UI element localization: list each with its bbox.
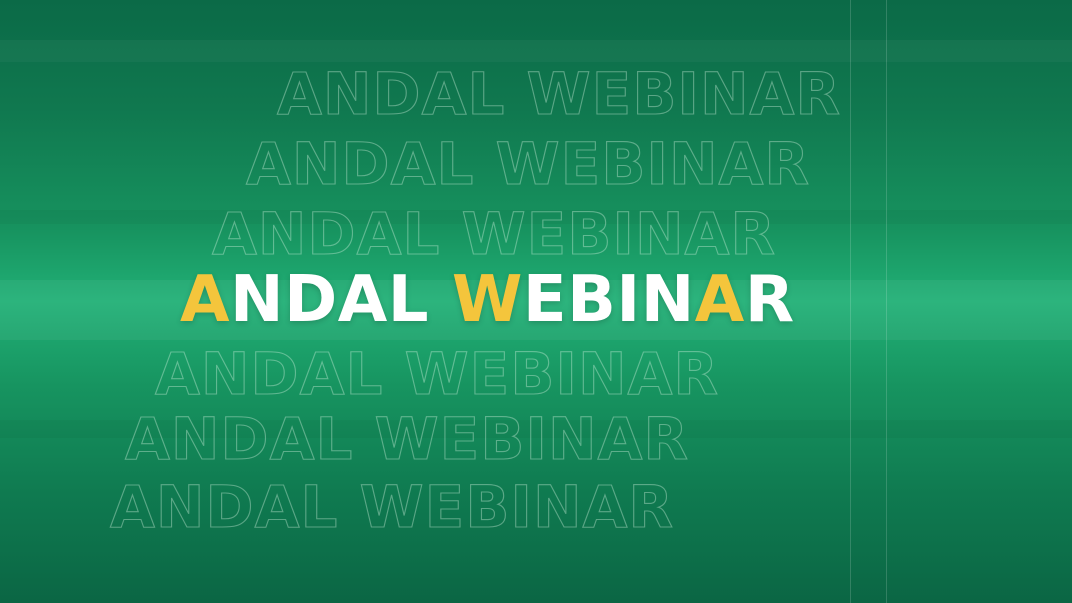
vertical-guide-line — [886, 0, 887, 603]
title-segment: A — [180, 263, 231, 337]
outline-title-row: ANDAL WEBINAR — [276, 60, 842, 128]
outline-title-row: ANDAL WEBINAR — [154, 340, 720, 408]
outline-title-row: ANDAL WEBINAR — [109, 473, 675, 541]
title-segment: W — [451, 263, 523, 337]
title-segment: EBIN — [522, 263, 695, 337]
title-segment: A — [694, 263, 745, 337]
light-streak — [0, 40, 1072, 62]
title-segment: R — [744, 263, 795, 337]
title-segment: NDAL — [230, 263, 452, 337]
vertical-guide-line — [850, 0, 851, 603]
main-title: ANDAL WEBINAR — [180, 268, 795, 332]
outline-title-row: ANDAL WEBINAR — [211, 200, 777, 268]
outline-title-row: ANDAL WEBINAR — [245, 130, 811, 198]
outline-title-row: ANDAL WEBINAR — [124, 405, 690, 473]
